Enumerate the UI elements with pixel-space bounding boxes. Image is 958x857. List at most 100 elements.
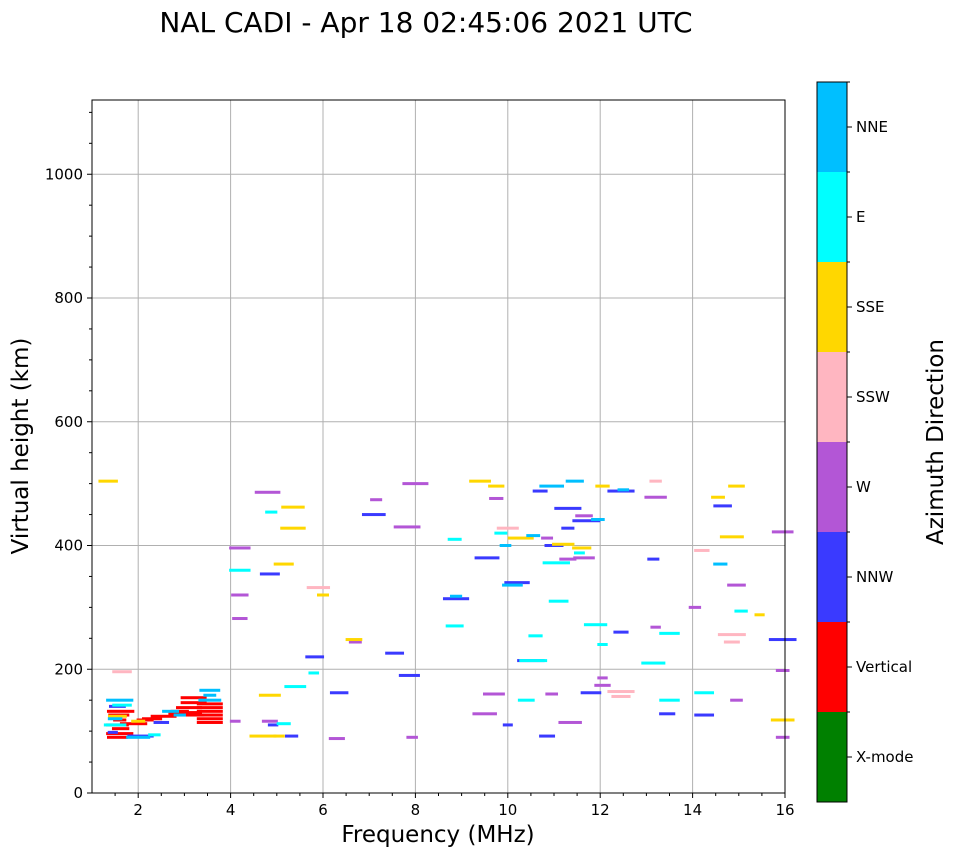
data-point bbox=[111, 727, 130, 731]
y-tick-label: 1000 bbox=[45, 165, 83, 183]
data-point bbox=[198, 698, 222, 702]
data-point bbox=[659, 712, 676, 716]
data-point bbox=[449, 594, 463, 598]
colorbar-segment bbox=[817, 442, 847, 532]
data-point bbox=[308, 671, 320, 675]
data-point bbox=[162, 709, 179, 713]
data-point bbox=[775, 668, 790, 672]
data-point bbox=[545, 692, 559, 696]
data-point bbox=[659, 698, 680, 702]
data-point bbox=[196, 720, 223, 724]
data-point bbox=[348, 640, 362, 644]
data-point bbox=[203, 693, 217, 697]
data-point bbox=[561, 526, 575, 530]
data-point bbox=[617, 488, 630, 492]
colorbar-label: Vertical bbox=[856, 658, 912, 676]
x-tick-label: 14 bbox=[683, 801, 702, 819]
data-point bbox=[650, 625, 661, 629]
data-point bbox=[196, 706, 223, 710]
data-point bbox=[502, 583, 523, 587]
data-point bbox=[229, 546, 251, 550]
data-point bbox=[694, 691, 715, 695]
colorbar-segment bbox=[817, 172, 847, 262]
data-point bbox=[261, 719, 278, 723]
data-point bbox=[173, 713, 186, 717]
colorbar-frame bbox=[816, 81, 848, 803]
data-point bbox=[254, 490, 281, 494]
data-point bbox=[402, 482, 429, 486]
data-point bbox=[398, 673, 420, 677]
data-point bbox=[713, 562, 728, 566]
data-point bbox=[659, 631, 680, 635]
data-point bbox=[196, 717, 223, 721]
data-point bbox=[727, 583, 746, 587]
data-point bbox=[711, 495, 725, 499]
data-point bbox=[107, 714, 127, 718]
data-point bbox=[148, 733, 161, 737]
data-point bbox=[775, 735, 790, 739]
data-point bbox=[265, 510, 278, 514]
colorbar-segment bbox=[817, 82, 847, 172]
data-point bbox=[688, 605, 702, 609]
data-point bbox=[259, 572, 280, 576]
data-point bbox=[532, 489, 548, 493]
data-point bbox=[768, 638, 797, 642]
data-point bbox=[445, 624, 464, 628]
data-point bbox=[572, 519, 601, 523]
axis-ticks: 2 4 6 8 10 12 14 16 0 200 400 600 800 1000 bbox=[45, 111, 795, 819]
data-point bbox=[502, 723, 513, 727]
data-point bbox=[552, 542, 575, 546]
data-point bbox=[107, 730, 118, 734]
data-point bbox=[176, 711, 203, 715]
colorbar-label: NNW bbox=[856, 568, 893, 586]
data-point bbox=[406, 735, 418, 739]
data-point bbox=[280, 526, 306, 530]
x-tick-label: 4 bbox=[226, 801, 236, 819]
data-point bbox=[539, 734, 556, 738]
data-point bbox=[548, 599, 569, 603]
data-point bbox=[694, 713, 715, 717]
data-point bbox=[328, 737, 345, 741]
data-point bbox=[565, 479, 584, 483]
data-point bbox=[597, 676, 608, 680]
data-point bbox=[573, 556, 595, 560]
data-point bbox=[345, 638, 363, 642]
data-point bbox=[504, 581, 530, 585]
x-tick-label: 2 bbox=[133, 801, 143, 819]
data-point bbox=[305, 655, 325, 659]
data-point bbox=[474, 556, 500, 560]
x-tick-label: 16 bbox=[775, 801, 794, 819]
data-point bbox=[528, 634, 543, 638]
data-point bbox=[284, 734, 299, 738]
data-point bbox=[517, 698, 535, 702]
colorbar-label: X-mode bbox=[856, 748, 913, 766]
data-point bbox=[258, 693, 281, 697]
data-point bbox=[469, 479, 491, 483]
data-point bbox=[539, 484, 565, 488]
colorbar-label: W bbox=[856, 478, 871, 496]
data-point bbox=[644, 495, 667, 499]
data-point bbox=[489, 496, 504, 500]
data-point bbox=[554, 506, 582, 510]
data-point bbox=[754, 613, 765, 617]
data-point bbox=[595, 484, 610, 488]
data-point bbox=[647, 557, 660, 561]
data-point bbox=[112, 703, 132, 707]
data-point bbox=[231, 593, 249, 597]
chart-title: NAL CADI - Apr 18 02:45:06 2021 UTC bbox=[159, 6, 692, 39]
data-point bbox=[496, 526, 519, 530]
data-points bbox=[98, 479, 797, 741]
data-point bbox=[526, 534, 541, 538]
data-point bbox=[180, 696, 207, 700]
plot-frame bbox=[91, 99, 786, 794]
data-point bbox=[723, 640, 740, 644]
grid-lines bbox=[92, 100, 786, 794]
colorbar-label: SSW bbox=[856, 388, 890, 406]
data-point bbox=[507, 536, 534, 540]
data-point bbox=[112, 670, 132, 674]
data-point bbox=[649, 479, 662, 483]
data-point bbox=[499, 544, 512, 547]
data-point bbox=[131, 719, 146, 723]
data-point bbox=[542, 561, 570, 565]
colorbar-segment bbox=[817, 712, 847, 802]
